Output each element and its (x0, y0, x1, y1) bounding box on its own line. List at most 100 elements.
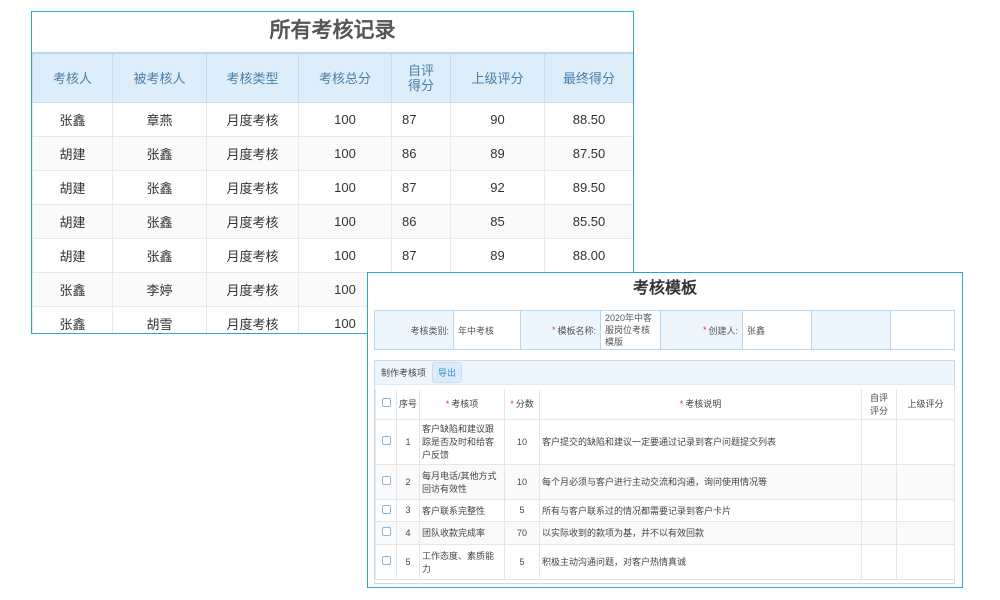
item-desc: 每个月必须与客户进行主动交流和沟通，询问使用情况等 (539, 463, 862, 500)
checkbox-icon[interactable] (381, 436, 391, 445)
item-self[interactable] (861, 543, 897, 580)
item-sup[interactable] (896, 520, 955, 545)
row-select[interactable] (375, 418, 397, 465)
table-cell: 88.50 (544, 101, 633, 137)
col-header[interactable]: 被考核人 (112, 52, 207, 103)
item-self[interactable] (861, 418, 897, 465)
creator-label: * 创建人: (661, 311, 743, 349)
table-cell: 86 (391, 203, 451, 239)
category-label: 考核类别: (375, 311, 454, 349)
name-label-text: 模板名称: (557, 325, 596, 336)
checkbox-icon[interactable] (381, 398, 391, 408)
item-row[interactable]: 2 每月电话/其他方式回访有效性 10 每个月必须与客户进行主动交流和沟通，询问使用情… (375, 463, 955, 500)
table-row[interactable]: 胡建 张鑫 月度考核 100 86 85 85.50 (32, 203, 633, 239)
table-cell: 月度考核 (206, 203, 299, 239)
col-self: 自评评分 (861, 389, 897, 420)
table-cell: 张鑫 (32, 271, 113, 307)
table-cell: 100 (298, 135, 392, 171)
table-cell: 章燕 (112, 101, 207, 137)
item-sup[interactable] (896, 543, 955, 580)
table-cell: 胡建 (32, 135, 113, 171)
checkbox-icon[interactable] (381, 476, 391, 485)
checkbox-icon[interactable] (381, 556, 391, 565)
table-cell: 89 (450, 237, 545, 273)
table-cell: 87.50 (544, 135, 633, 171)
table-cell: 86 (391, 135, 451, 171)
table-cell: 90 (450, 101, 545, 137)
item-no: 2 (396, 463, 420, 500)
col-item-text: 考核项 (451, 399, 479, 410)
item-self[interactable] (861, 520, 897, 545)
item-name: 客户缺陷和建议跟踪是否及时和给客户反馈 (419, 418, 505, 465)
items-grid: 制作考核项 导出 序号 * 考核项 * 分数 * 考核说明 自评评分 上级评分 1 客户… (374, 360, 955, 584)
creator-field[interactable]: 张鑫 (743, 311, 812, 349)
item-row[interactable]: 4 团队收款完成率 70 以实际收到的款项为基，并不以有效回款 (375, 520, 955, 545)
table-cell: 月度考核 (206, 135, 299, 171)
col-header[interactable]: 考核类型 (206, 52, 299, 103)
item-score: 10 (504, 418, 540, 465)
table-cell: 87 (391, 169, 451, 205)
checkbox-icon[interactable] (381, 504, 391, 514)
item-desc: 以实际收到的款项为基，并不以有效回款 (539, 520, 862, 545)
table-row[interactable]: 胡建 张鑫 月度考核 100 87 89 88.00 (32, 237, 633, 273)
col-header[interactable]: 考核人 (32, 52, 113, 103)
table-cell: 100 (298, 203, 392, 239)
item-desc: 所有与客户联系过的情况都需要记录到客户卡片 (539, 498, 862, 522)
item-score: 5 (504, 543, 540, 580)
col-header[interactable]: 自评得分 (391, 52, 451, 103)
table-cell: 100 (298, 101, 392, 137)
item-self[interactable] (861, 463, 897, 500)
export-button[interactable]: 导出 (432, 362, 463, 383)
template-panel: 考核模板 考核类别: 年中考核 * 模板名称: 2020年中客服岗位考核模版 * 创… (367, 272, 963, 588)
table-cell: 李婷 (112, 271, 207, 307)
table-cell: 100 (298, 237, 392, 273)
table-row[interactable]: 胡建 张鑫 月度考核 100 87 92 89.50 (32, 169, 633, 205)
col-header[interactable]: 最终得分 (544, 52, 633, 103)
items-table: 序号 * 考核项 * 分数 * 考核说明 自评评分 上级评分 1 客户缺陷和建议跟踪是否… (375, 389, 955, 580)
item-sup[interactable] (896, 418, 955, 465)
item-self[interactable] (861, 498, 897, 522)
item-score: 70 (504, 520, 540, 545)
table-cell: 89.50 (544, 169, 633, 205)
item-sup[interactable] (896, 463, 955, 500)
item-row[interactable]: 1 客户缺陷和建议跟踪是否及时和给客户反馈 10 客户提交的缺陷和建议一定要通过记录到… (375, 418, 955, 465)
toolbar-label: 制作考核项 (381, 368, 427, 378)
row-select[interactable] (375, 498, 397, 522)
col-item: * 考核项 (419, 389, 505, 420)
table-cell: 张鑫 (112, 135, 207, 171)
item-sup[interactable] (896, 498, 955, 522)
row-select[interactable] (375, 520, 397, 545)
table-cell: 100 (298, 169, 392, 205)
item-name: 团队收款完成率 (419, 520, 505, 545)
item-no: 5 (396, 543, 420, 580)
table-cell: 月度考核 (206, 169, 299, 205)
creator-label-text: 创建人: (708, 325, 738, 336)
item-row[interactable]: 5 工作态度、素质能力 5 积极主动沟通问题，对客户热情真诚 (375, 543, 955, 580)
table-cell: 张鑫 (112, 203, 207, 239)
table-cell: 月度考核 (206, 237, 299, 273)
row-select[interactable] (375, 463, 397, 500)
item-row[interactable]: 3 客户联系完整性 5 所有与客户联系过的情况都需要记录到客户卡片 (375, 498, 955, 522)
select-all[interactable] (375, 389, 397, 420)
table-row[interactable]: 胡建 张鑫 月度考核 100 86 89 87.50 (32, 135, 633, 171)
category-field[interactable]: 年中考核 (454, 311, 521, 349)
row-select[interactable] (375, 543, 397, 580)
toolbar: 制作考核项 导出 (375, 361, 954, 385)
table-row[interactable]: 张鑫 章燕 月度考核 100 87 90 88.50 (32, 101, 633, 137)
table-cell: 胡建 (32, 203, 113, 239)
col-header[interactable]: 上级评分 (450, 52, 545, 103)
col-header[interactable]: 考核总分 (298, 52, 392, 103)
table-cell: 89 (450, 135, 545, 171)
col-desc: * 考核说明 (539, 389, 862, 420)
item-no: 1 (396, 418, 420, 465)
table-cell: 月度考核 (206, 101, 299, 137)
template-info: 考核类别: 年中考核 * 模板名称: 2020年中客服岗位考核模版 * 创建人: 张… (374, 310, 955, 350)
table-cell: 87 (391, 101, 451, 137)
checkbox-icon[interactable] (381, 527, 391, 536)
item-no: 3 (396, 498, 420, 522)
table-cell: 胡建 (32, 237, 113, 273)
name-field[interactable]: 2020年中客服岗位考核模版 (601, 311, 661, 349)
item-desc: 客户提交的缺陷和建议一定要通过记录到客户问题提交列表 (539, 418, 862, 465)
item-no: 4 (396, 520, 420, 545)
item-name: 每月电话/其他方式回访有效性 (419, 463, 505, 500)
